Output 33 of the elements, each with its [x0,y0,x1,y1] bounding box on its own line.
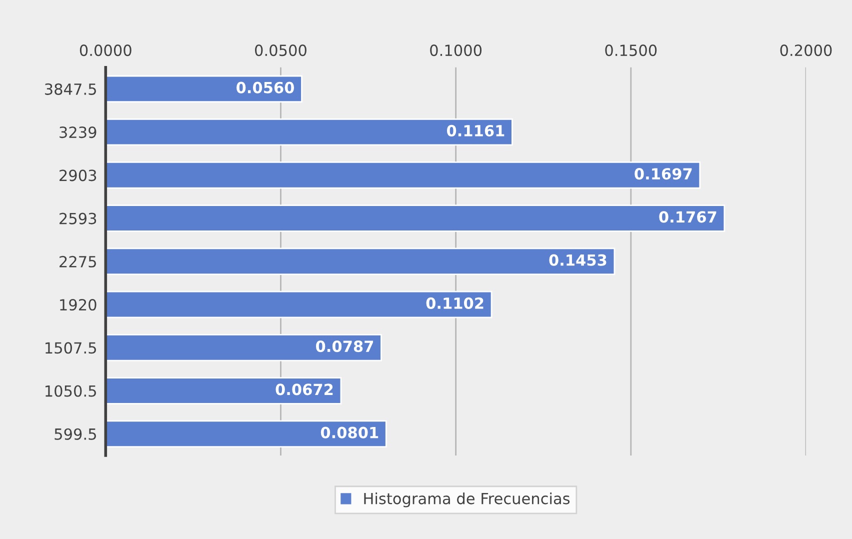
bar [106,420,387,448]
y-tick-label: 3239 [60,126,96,138]
bar [106,334,382,362]
x-tick-label: 0.0000 [80,44,132,56]
y-tick-label: 599.5 [54,428,96,440]
y-tick-label: 2593 [60,212,96,224]
x-tick-label: 0.0500 [255,44,306,56]
data-label: 0.0787 [316,340,374,352]
bar [106,377,342,404]
y-tick-label: 2903 [60,170,96,182]
data-label: 0.1767 [659,211,716,223]
data-label: 0.0560 [236,82,294,94]
y-tick-label: 1507.5 [46,342,96,354]
data-label: 0.1697 [634,168,692,180]
bar [106,118,513,146]
x-tick-label: 0.1000 [430,44,482,56]
legend-label: Histograma de Frecuencias [364,492,570,508]
y-tick-label: 2275 [60,256,96,268]
y-tick-label: 3847.5 [45,83,96,95]
data-label: 0.1102 [426,297,484,309]
data-label: 0.1161 [446,124,504,136]
y-tick-label: 1920 [60,299,96,311]
bar [106,204,726,232]
data-label: 0.0672 [276,384,333,396]
data-label: 0.1453 [549,254,606,266]
bar [106,290,492,318]
x-tick-label: 0.1500 [605,44,657,56]
bar [106,75,302,103]
bar [106,162,701,189]
bar [106,248,616,276]
data-label: 0.0801 [320,426,378,438]
y-tick-label: 1050.5 [46,385,96,397]
x-tick-label: 0.2000 [780,44,832,56]
